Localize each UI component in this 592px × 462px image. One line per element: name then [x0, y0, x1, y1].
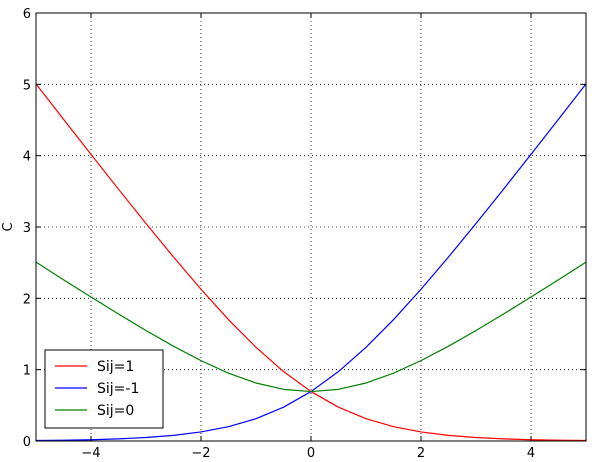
- y-tick-label: 4: [23, 150, 31, 165]
- legend-box: [44, 349, 164, 429]
- y-tick-label: 3: [23, 221, 31, 236]
- y-tick-label: 1: [23, 364, 31, 379]
- legend: Sij=1 Sij=-1 Sij=0: [44, 349, 164, 429]
- legend-label: Sij=1: [97, 359, 134, 375]
- series-line-sij-0: [35, 261, 587, 393]
- legend-label: Sij=-1: [97, 381, 139, 397]
- x-tick-label: 4: [527, 446, 535, 461]
- legend-label: Sij=0: [97, 403, 134, 419]
- x-tick-label: 0: [307, 446, 315, 461]
- series-layer: [35, 83, 587, 442]
- x-tick-label: −4: [81, 446, 100, 461]
- y-axis-label: C: [1, 222, 16, 231]
- y-tick-label: 5: [23, 78, 31, 93]
- x-tick-label: 2: [417, 446, 425, 461]
- x-tick-label: −2: [191, 446, 210, 461]
- ticks-layer: −4 −2 0 2 4 0 1 2 3 4 5 6: [23, 7, 586, 461]
- y-tick-label: 2: [23, 292, 31, 307]
- y-tick-label: 0: [23, 435, 31, 450]
- y-tick-label: 6: [23, 7, 31, 22]
